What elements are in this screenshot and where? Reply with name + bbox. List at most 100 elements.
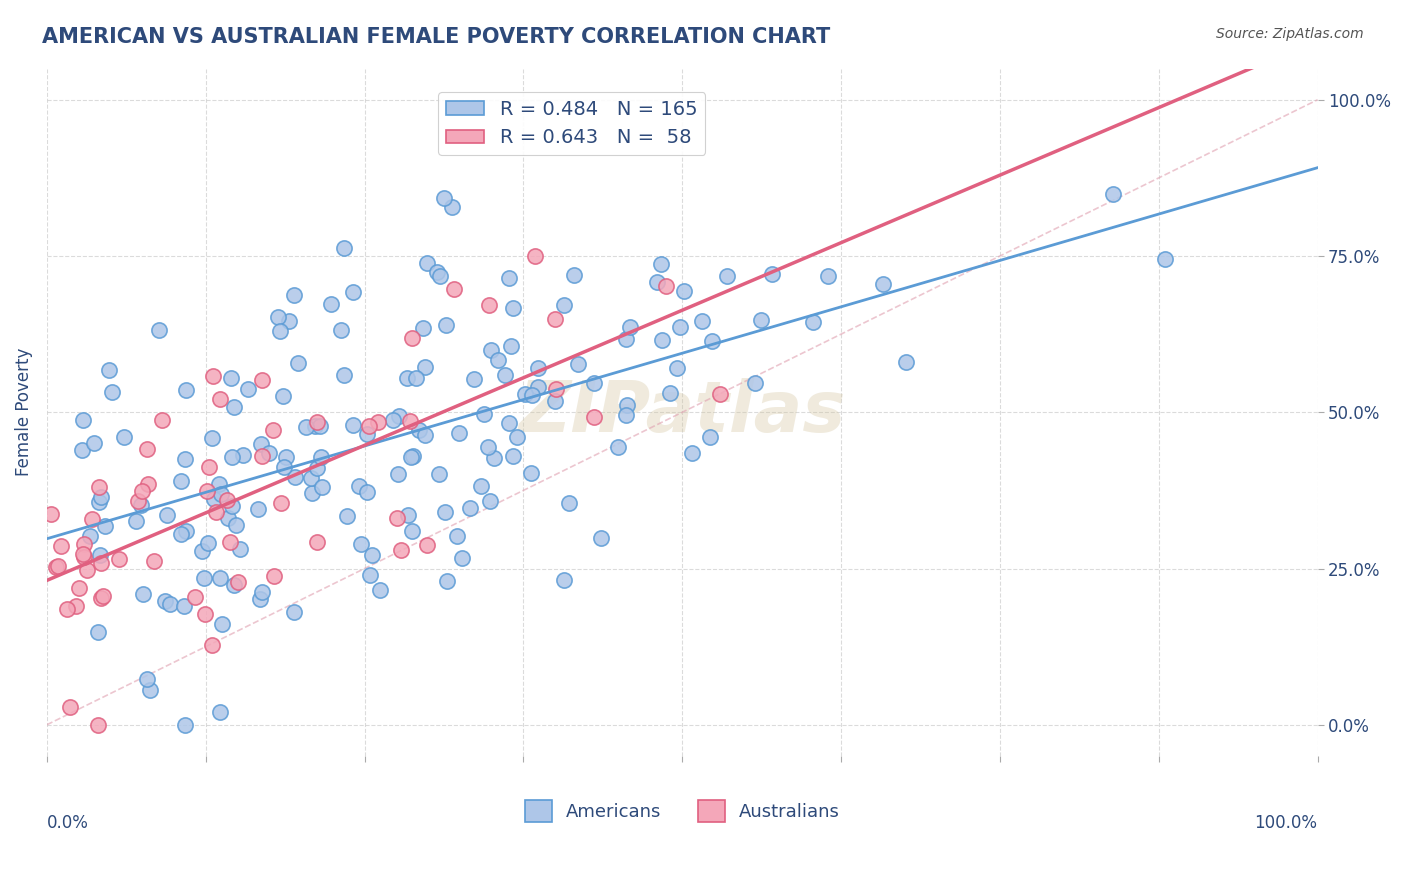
- Legend: Americans, Australians: Americans, Australians: [517, 793, 848, 830]
- Point: [209, 705, 232, 719]
- Point: [494, 368, 516, 382]
- Point: [744, 376, 766, 391]
- Point: [136, 442, 159, 457]
- Point: [176, 524, 198, 539]
- Point: [211, 617, 233, 632]
- Point: [277, 314, 299, 328]
- Point: [198, 459, 221, 474]
- Point: [544, 312, 567, 326]
- Point: [250, 449, 273, 463]
- Point: [76, 563, 98, 577]
- Point: [583, 376, 606, 391]
- Point: [229, 542, 252, 557]
- Point: [45, 559, 67, 574]
- Point: [173, 718, 195, 732]
- Point: [270, 496, 292, 510]
- Point: [1102, 186, 1125, 201]
- Point: [100, 384, 122, 399]
- Point: [152, 413, 174, 427]
- Point: [89, 495, 111, 509]
- Point: [333, 241, 356, 255]
- Point: [401, 524, 423, 538]
- Point: [311, 480, 333, 494]
- Point: [446, 529, 468, 543]
- Point: [217, 511, 239, 525]
- Point: [527, 380, 550, 394]
- Point: [434, 318, 457, 333]
- Point: [225, 518, 247, 533]
- Point: [174, 452, 197, 467]
- Point: [51, 540, 73, 554]
- Point: [67, 581, 90, 595]
- Point: [283, 605, 305, 619]
- Point: [205, 505, 228, 519]
- Point: [112, 430, 135, 444]
- Point: [408, 423, 430, 437]
- Point: [90, 490, 112, 504]
- Point: [357, 418, 380, 433]
- Point: [342, 417, 364, 432]
- Point: [1153, 252, 1175, 266]
- Point: [427, 467, 450, 482]
- Point: [388, 409, 411, 423]
- Point: [681, 445, 703, 459]
- Point: [170, 474, 193, 488]
- Point: [226, 575, 249, 590]
- Point: [426, 265, 449, 279]
- Point: [389, 543, 412, 558]
- Point: [91, 589, 114, 603]
- Point: [385, 511, 408, 525]
- Point: [194, 607, 217, 621]
- Point: [672, 285, 695, 299]
- Point: [498, 270, 520, 285]
- Point: [659, 385, 682, 400]
- Point: [553, 298, 575, 312]
- Point: [441, 200, 464, 214]
- Point: [202, 491, 225, 506]
- Point: [201, 432, 224, 446]
- Point: [817, 269, 839, 284]
- Point: [544, 393, 567, 408]
- Point: [524, 249, 547, 263]
- Point: [526, 360, 548, 375]
- Point: [307, 415, 329, 429]
- Point: [266, 310, 288, 325]
- Point: [498, 417, 520, 431]
- Point: [329, 323, 352, 337]
- Point: [169, 526, 191, 541]
- Point: [396, 508, 419, 522]
- Point: [501, 339, 523, 353]
- Point: [90, 557, 112, 571]
- Point: [159, 597, 181, 611]
- Point: [477, 440, 499, 454]
- Point: [262, 423, 284, 437]
- Point: [219, 371, 242, 385]
- Point: [415, 359, 437, 374]
- Point: [202, 368, 225, 383]
- Point: [209, 487, 232, 501]
- Point: [614, 408, 637, 422]
- Point: [184, 590, 207, 604]
- Point: [699, 430, 721, 444]
- Point: [82, 512, 104, 526]
- Point: [131, 483, 153, 498]
- Point: [416, 256, 439, 270]
- Point: [195, 484, 218, 499]
- Point: [39, 507, 62, 521]
- Point: [619, 319, 641, 334]
- Point: [174, 383, 197, 397]
- Point: [201, 638, 224, 652]
- Point: [65, 599, 87, 613]
- Point: [474, 407, 496, 421]
- Point: [401, 331, 423, 345]
- Point: [46, 558, 69, 573]
- Point: [197, 536, 219, 550]
- Point: [544, 382, 567, 396]
- Point: [368, 582, 391, 597]
- Point: [399, 450, 422, 464]
- Point: [515, 387, 537, 401]
- Point: [284, 469, 307, 483]
- Point: [359, 568, 381, 582]
- Point: [131, 587, 153, 601]
- Point: [395, 371, 418, 385]
